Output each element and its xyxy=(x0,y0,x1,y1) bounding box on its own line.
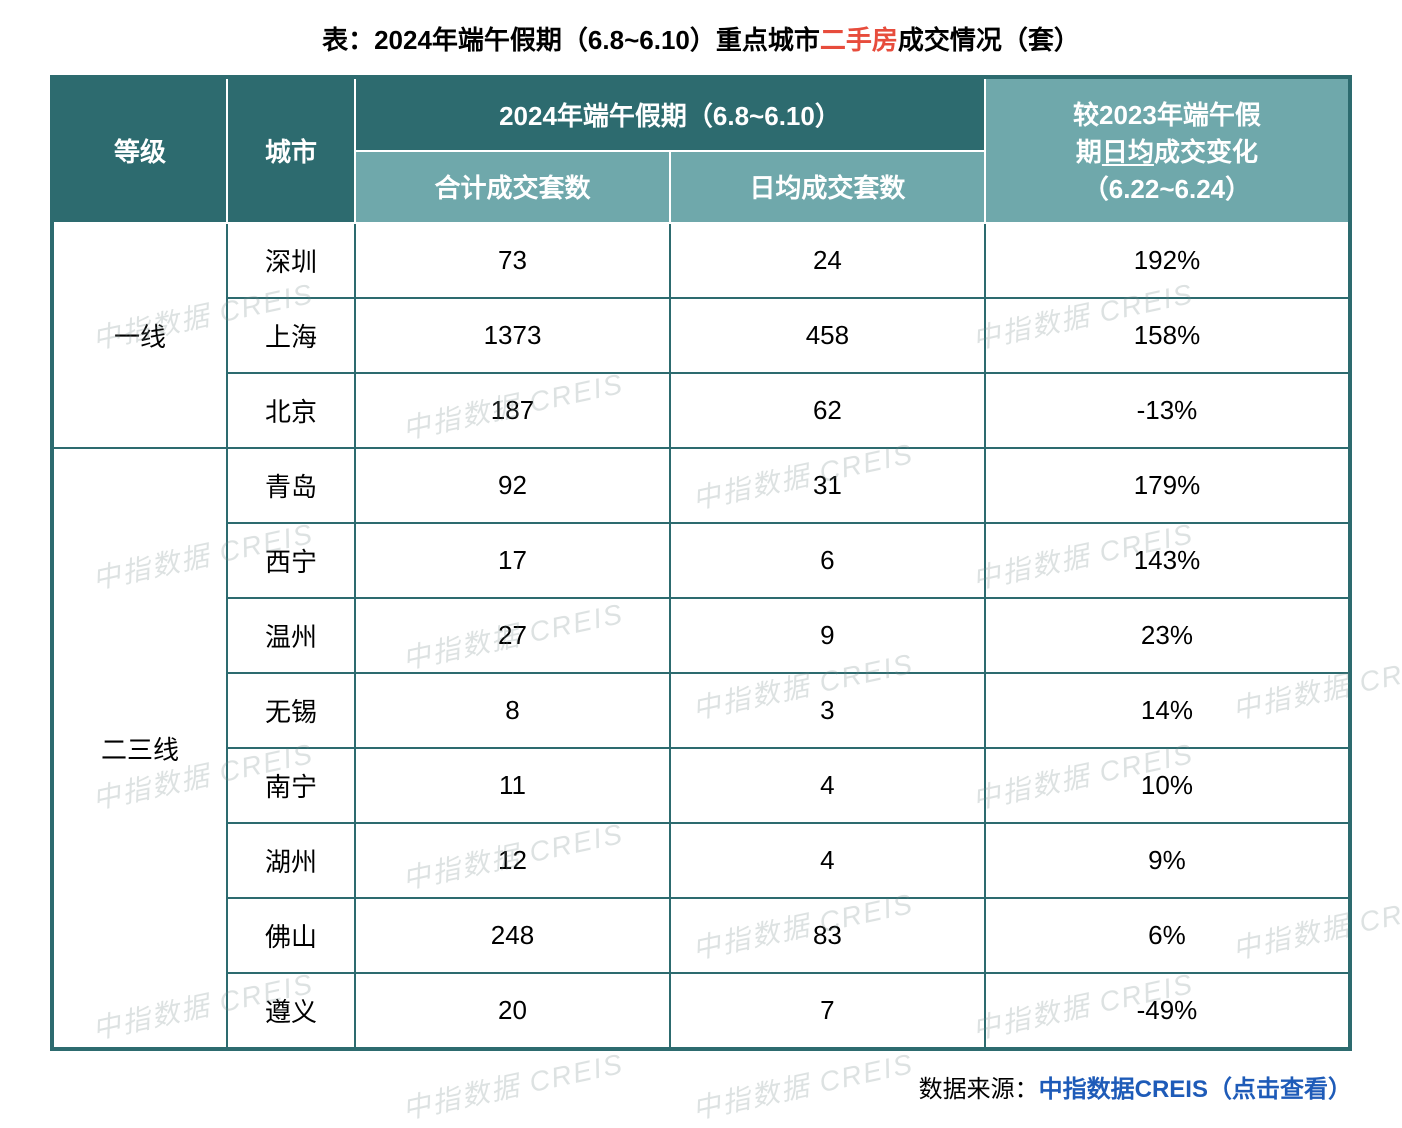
cell-total: 11 xyxy=(355,748,670,823)
table-row: 佛山248836% xyxy=(52,898,1350,973)
cell-change: 179% xyxy=(985,448,1350,523)
table-title: 表：2024年端午假期（6.8~6.10）重点城市二手房成交情况（套） xyxy=(20,20,1382,57)
cell-city: 温州 xyxy=(227,598,355,673)
cell-city: 无锡 xyxy=(227,673,355,748)
col-tier: 等级 xyxy=(52,77,227,223)
cell-city: 上海 xyxy=(227,298,355,373)
table-row: 二三线青岛9231179% xyxy=(52,448,1350,523)
cell-city: 遵义 xyxy=(227,973,355,1049)
cell-total: 73 xyxy=(355,223,670,298)
cell-change: 14% xyxy=(985,673,1350,748)
table-row: 一线深圳7324192% xyxy=(52,223,1350,298)
cell-total: 248 xyxy=(355,898,670,973)
cell-daily: 3 xyxy=(670,673,985,748)
cell-daily: 62 xyxy=(670,373,985,448)
cell-daily: 7 xyxy=(670,973,985,1049)
cell-change: -49% xyxy=(985,973,1350,1049)
cell-change: 192% xyxy=(985,223,1350,298)
cell-total: 1373 xyxy=(355,298,670,373)
cell-total: 20 xyxy=(355,973,670,1049)
data-source: 数据来源：中指数据CREIS（点击查看） xyxy=(20,1069,1352,1104)
cell-change: 158% xyxy=(985,298,1350,373)
col-total: 合计成交套数 xyxy=(355,151,670,224)
cell-change: 143% xyxy=(985,523,1350,598)
table-row: 湖州1249% xyxy=(52,823,1350,898)
cell-city: 佛山 xyxy=(227,898,355,973)
source-label: 数据来源： xyxy=(919,1076,1039,1103)
cell-daily: 458 xyxy=(670,298,985,373)
col-city: 城市 xyxy=(227,77,355,223)
cell-city: 湖州 xyxy=(227,823,355,898)
col-daily: 日均成交套数 xyxy=(670,151,985,224)
tier-cell: 一线 xyxy=(52,223,227,448)
cell-daily: 6 xyxy=(670,523,985,598)
cell-total: 12 xyxy=(355,823,670,898)
table-row: 遵义207-49% xyxy=(52,973,1350,1049)
table-container: 等级 城市 2024年端午假期（6.8~6.10） 较2023年端午假 期日均成… xyxy=(50,75,1352,1051)
table-row: 西宁176143% xyxy=(52,523,1350,598)
cell-city: 南宁 xyxy=(227,748,355,823)
cell-daily: 24 xyxy=(670,223,985,298)
cell-change: 10% xyxy=(985,748,1350,823)
cell-total: 187 xyxy=(355,373,670,448)
data-table: 等级 城市 2024年端午假期（6.8~6.10） 较2023年端午假 期日均成… xyxy=(50,75,1352,1051)
table-row: 上海1373458158% xyxy=(52,298,1350,373)
table-row: 无锡8314% xyxy=(52,673,1350,748)
table-row: 温州27923% xyxy=(52,598,1350,673)
cell-daily: 9 xyxy=(670,598,985,673)
table-row: 北京18762-13% xyxy=(52,373,1350,448)
cell-total: 8 xyxy=(355,673,670,748)
cell-city: 北京 xyxy=(227,373,355,448)
title-prefix: 表：2024年端午假期（6.8~6.10）重点城市 xyxy=(322,25,820,55)
cell-city: 深圳 xyxy=(227,223,355,298)
cell-change: -13% xyxy=(985,373,1350,448)
col-period-group: 2024年端午假期（6.8~6.10） xyxy=(355,77,985,151)
cell-change: 6% xyxy=(985,898,1350,973)
cell-daily: 31 xyxy=(670,448,985,523)
col-change: 较2023年端午假 期日均成交变化 （6.22~6.24） xyxy=(985,77,1350,223)
title-suffix: 成交情况（套） xyxy=(898,25,1080,55)
cell-change: 23% xyxy=(985,598,1350,673)
cell-daily: 83 xyxy=(670,898,985,973)
source-link[interactable]: 中指数据CREIS（点击查看） xyxy=(1039,1076,1352,1103)
cell-total: 27 xyxy=(355,598,670,673)
cell-daily: 4 xyxy=(670,748,985,823)
cell-city: 青岛 xyxy=(227,448,355,523)
cell-daily: 4 xyxy=(670,823,985,898)
cell-total: 17 xyxy=(355,523,670,598)
tier-cell: 二三线 xyxy=(52,448,227,1049)
title-highlight: 二手房 xyxy=(820,25,898,55)
table-row: 南宁11410% xyxy=(52,748,1350,823)
cell-total: 92 xyxy=(355,448,670,523)
cell-change: 9% xyxy=(985,823,1350,898)
cell-city: 西宁 xyxy=(227,523,355,598)
